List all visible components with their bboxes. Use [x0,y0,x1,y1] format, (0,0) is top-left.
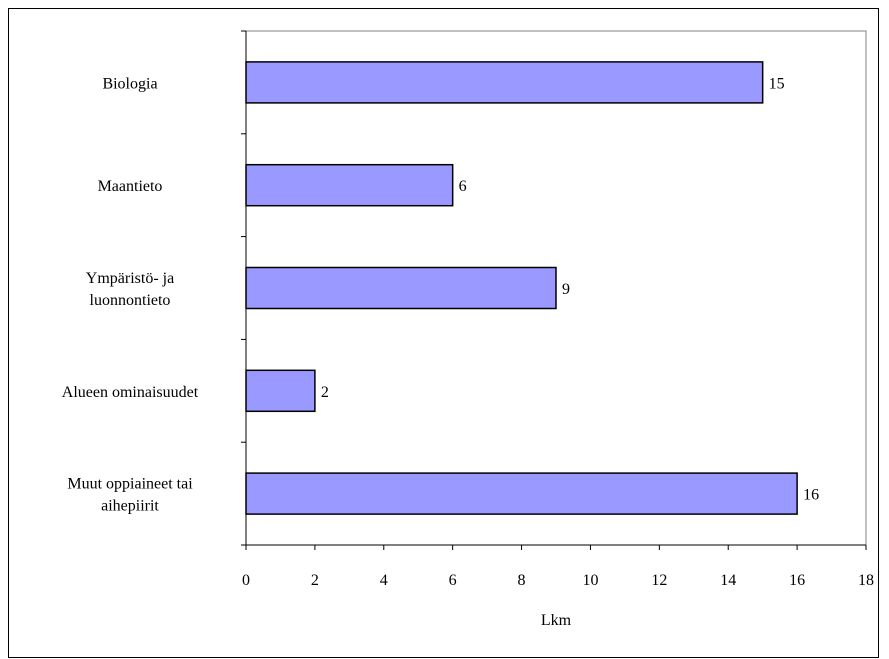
bar [245,472,798,515]
x-tick-label: 16 [789,572,805,589]
bar [245,369,316,413]
bar [245,61,764,104]
category-label: Alueen ominaisuudet [62,384,199,401]
category-labels-group: Biologia Maantieto Ympäristö- ja luonnontie… [62,75,199,514]
data-label: 16 [803,487,819,504]
category-label: Ympäristö- ja luonnontieto [86,270,174,309]
category-label-line: Biologia [102,75,157,92]
data-label: 9 [562,281,570,298]
category-label-line: aihepiirit [101,498,159,515]
x-tick-label: 18 [858,572,874,589]
category-label-line: Ympäristö- ja [86,270,174,287]
x-tick-label: 10 [582,572,598,589]
bar [245,163,454,207]
category-label-line: Alueen ominaisuudet [62,384,199,401]
category-label: Maantieto [98,178,163,195]
x-tick-label: 8 [518,572,526,589]
data-label: 2 [321,384,329,401]
category-label-line: luonnontieto [90,292,171,309]
data-label: 15 [769,75,785,92]
value-labels-group: 15 6 9 2 16 [321,75,819,503]
category-label: Biologia [102,75,157,92]
x-tick-label: 6 [449,572,457,589]
category-label-line: Maantieto [98,178,163,195]
x-axis-title: Lkm [541,612,572,629]
x-tick-label: 4 [380,572,388,589]
bar [245,266,557,310]
x-tick-label: 12 [651,572,667,589]
data-label: 6 [459,178,467,195]
x-tick-label: 2 [311,572,319,589]
x-tick-label: 0 [242,572,250,589]
axes-group: 0 2 4 6 8 10 12 14 16 18 [241,30,874,589]
x-tick-label: 14 [720,572,736,589]
category-label: Muut oppiaineet tai aihepiirit [67,476,193,515]
category-label-line: Muut oppiaineet tai [67,476,193,493]
bars-group [245,61,798,515]
